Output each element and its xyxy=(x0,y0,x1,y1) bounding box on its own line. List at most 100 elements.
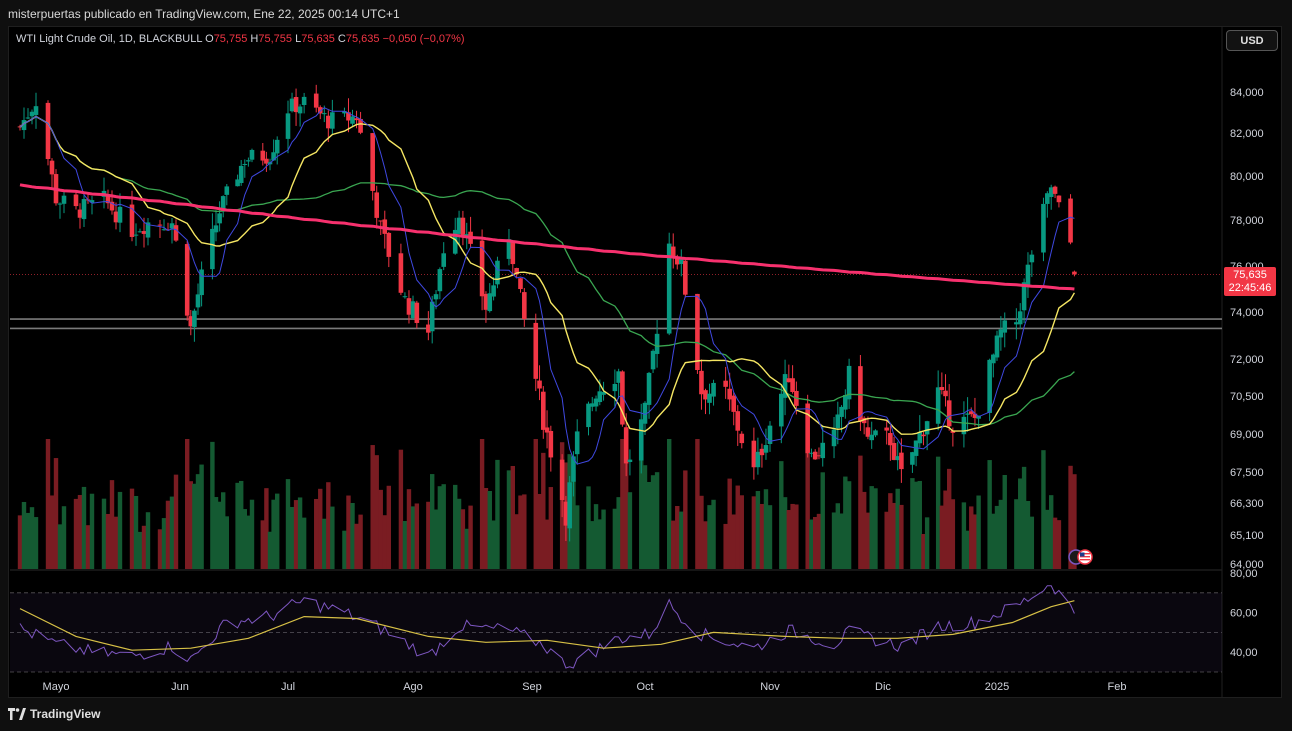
candle-body xyxy=(184,244,190,316)
candle-body xyxy=(731,395,737,412)
candle-body xyxy=(755,451,761,468)
chart-frame[interactable] xyxy=(8,26,1282,698)
volume-bar xyxy=(763,489,769,569)
volume-bar xyxy=(616,497,621,569)
candle-body xyxy=(537,380,542,389)
volume-bar xyxy=(433,509,439,569)
candle-body xyxy=(642,402,648,424)
open-label: O xyxy=(205,33,214,45)
price-tick-label: 69,000 xyxy=(1230,429,1264,441)
candle-body xyxy=(865,427,871,437)
price-tick-label: 66,300 xyxy=(1230,498,1264,510)
volume-bar xyxy=(946,468,952,569)
candle-body xyxy=(1045,193,1050,204)
volume-bar xyxy=(759,503,765,569)
last-price-badge: 75,635 22:45:46 xyxy=(1224,267,1276,296)
candle-body xyxy=(994,335,1000,358)
candle-body xyxy=(321,113,327,115)
us-flag-icon[interactable] xyxy=(1068,549,1096,565)
candle-body xyxy=(924,421,930,435)
price-tick-label: 82,000 xyxy=(1230,128,1264,140)
volume-bar xyxy=(994,505,1000,569)
volume-bar xyxy=(199,464,204,569)
footer-brand[interactable]: TradingView xyxy=(8,707,100,721)
candle-body xyxy=(21,120,27,131)
candle-body xyxy=(674,256,680,265)
volume-bar xyxy=(464,528,469,569)
candle-body xyxy=(548,430,554,458)
candle-body xyxy=(1052,186,1058,194)
volume-bar xyxy=(809,519,814,569)
candle-body xyxy=(429,301,435,332)
candle-body xyxy=(514,268,519,275)
rsi-ma-line xyxy=(19,600,1075,651)
volume-bar xyxy=(884,511,889,569)
volume-bar xyxy=(921,534,926,569)
top-bar: misterpuertas publicado en TradingView.c… xyxy=(0,0,1292,26)
candle-body xyxy=(224,186,230,195)
volume-bar xyxy=(354,523,359,569)
volume-bar xyxy=(1029,516,1035,569)
time-tick-label: Ago xyxy=(403,681,423,693)
volume-bar xyxy=(755,491,761,569)
candle-body xyxy=(89,200,95,203)
volume-bar xyxy=(406,489,412,569)
time-tick-label: Jul xyxy=(281,681,295,693)
price-tick-label: 80,000 xyxy=(1230,171,1264,183)
candle-body xyxy=(374,192,380,218)
volume-bar xyxy=(192,483,197,569)
volume-bar xyxy=(839,513,844,569)
volume-bar xyxy=(145,512,151,569)
currency-button[interactable]: USD xyxy=(1226,30,1278,51)
volume-bar xyxy=(707,505,712,569)
volume-bar xyxy=(620,439,625,569)
volume-bar xyxy=(917,480,922,569)
candle-body xyxy=(386,232,392,257)
volume-bar xyxy=(1068,465,1073,569)
candle-body xyxy=(589,403,595,407)
volume-bar xyxy=(89,493,95,569)
volume-bar xyxy=(786,510,792,569)
volume-bar xyxy=(17,515,23,569)
volume-bar xyxy=(224,516,229,569)
candle-body xyxy=(81,199,87,220)
candle-body xyxy=(350,116,355,124)
candle-body xyxy=(620,371,625,425)
time-tick-label: 2025 xyxy=(985,681,1009,693)
candle-body xyxy=(751,440,757,468)
volume-bar xyxy=(322,518,327,569)
volume-bar xyxy=(998,499,1004,569)
volume-bar xyxy=(370,445,375,569)
volume-bar xyxy=(627,492,633,569)
volume-bar xyxy=(888,493,893,569)
volume-bar xyxy=(57,524,63,569)
volume-bar xyxy=(49,495,55,569)
candle-body xyxy=(586,403,591,428)
candle-body xyxy=(274,139,280,154)
candle-body xyxy=(487,293,493,312)
candle-body xyxy=(297,106,303,114)
volume-bar xyxy=(45,439,51,569)
candle-body xyxy=(406,298,412,315)
volume-bar xyxy=(1072,474,1077,569)
volume-bar xyxy=(522,494,527,569)
volume-bar xyxy=(703,521,708,569)
candle-body xyxy=(541,391,546,430)
volume-bar xyxy=(460,509,466,569)
candle-body xyxy=(437,269,443,292)
candle-body xyxy=(1002,320,1008,333)
volume-bar xyxy=(548,487,554,569)
volume-bar xyxy=(601,509,606,569)
volume-bar xyxy=(723,523,728,569)
candle-body xyxy=(173,225,179,241)
volume-bar xyxy=(314,498,319,569)
candle-body xyxy=(141,231,147,234)
volume-bar xyxy=(683,470,688,569)
volume-bar xyxy=(586,486,591,569)
bar-countdown: 22:45:46 xyxy=(1228,282,1272,294)
volume-bar xyxy=(590,521,595,569)
volume-bar xyxy=(330,506,335,569)
candle-body xyxy=(1029,254,1035,263)
candle-body xyxy=(45,102,51,160)
